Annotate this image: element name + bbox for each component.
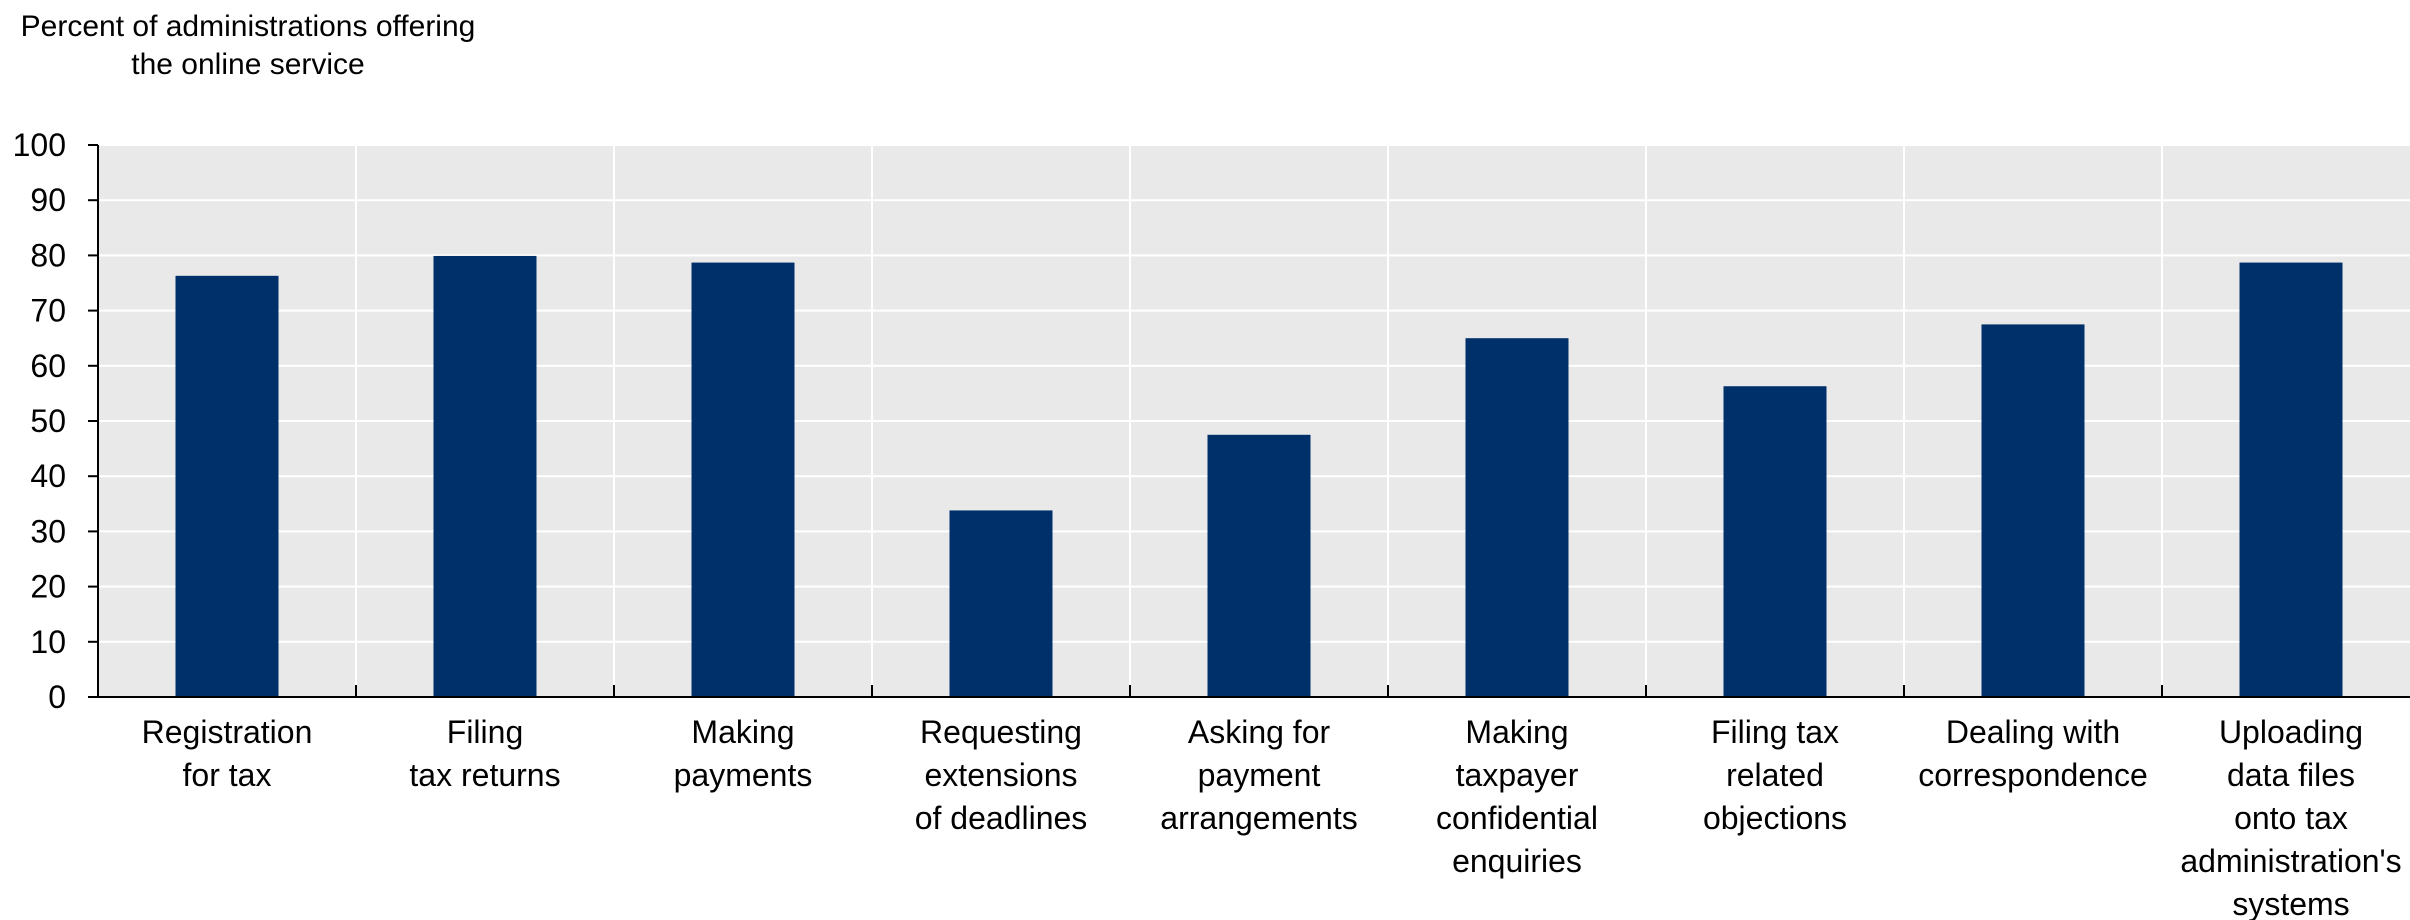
x-category-label-line: tax returns xyxy=(409,757,560,793)
x-category-label-line: onto tax xyxy=(2234,800,2348,836)
y-tick-label: 0 xyxy=(48,679,66,715)
x-category-label-line: objections xyxy=(1703,800,1847,836)
x-category-label: Asking for payment arrangements xyxy=(1160,714,1357,836)
bar xyxy=(949,510,1053,697)
bars xyxy=(175,255,2343,697)
x-category-label: Making taxpayer confidential enquiries xyxy=(1436,714,1598,879)
bar xyxy=(1207,434,1311,697)
y-axis-title-line-1: Percent of administrations offering xyxy=(21,10,476,43)
x-category-labels: Registration for tax Filing tax returns Maki… xyxy=(142,714,2402,920)
x-category-label-line: Dealing with xyxy=(1946,714,2120,750)
x-category-label: Filing tax returns xyxy=(409,714,560,793)
x-category-label-line: related xyxy=(1726,757,1824,793)
x-category-label-line: extensions xyxy=(925,757,1078,793)
x-category-label: Requesting extensions of deadlines xyxy=(915,714,1088,836)
x-category-label-line: for tax xyxy=(183,757,272,793)
y-tick-label: 20 xyxy=(30,569,66,605)
x-category-label-line: arrangements xyxy=(1160,800,1357,836)
y-tick-label: 50 xyxy=(30,403,66,439)
x-category-label-line: systems xyxy=(2232,886,2349,920)
x-category-label-line: Requesting xyxy=(920,714,1082,750)
bar xyxy=(2239,262,2343,697)
x-category-label-line: taxpayer xyxy=(1456,757,1579,793)
x-category-label-line: payments xyxy=(674,757,813,793)
y-axis-title-line-2: the online service xyxy=(131,48,364,81)
x-category-label-line: correspondence xyxy=(1918,757,2147,793)
x-category-label-line: Registration xyxy=(142,714,313,750)
x-category-label: Making payments xyxy=(674,714,813,793)
axes xyxy=(88,144,2410,698)
x-category-label-line: Asking for xyxy=(1188,714,1331,750)
bar xyxy=(1723,386,1827,697)
x-category-label-line: Making xyxy=(691,714,794,750)
x-category-label-line: enquiries xyxy=(1452,843,1582,879)
x-category-label: Registration for tax xyxy=(142,714,313,793)
bar xyxy=(691,262,795,697)
x-category-label: Filing tax related objections xyxy=(1703,714,1847,836)
x-category-label-line: Making xyxy=(1465,714,1568,750)
x-category-label: Uploading data files onto tax administratio… xyxy=(2180,714,2401,920)
bar xyxy=(175,275,279,697)
y-tick-label: 90 xyxy=(30,182,66,218)
x-category-label-line: of deadlines xyxy=(915,800,1088,836)
x-category-label-line: data files xyxy=(2227,757,2355,793)
y-tick-label: 70 xyxy=(30,293,66,329)
y-tick-label: 60 xyxy=(30,348,66,384)
x-category-label-line: confidential xyxy=(1436,800,1598,836)
x-category-label-line: Filing tax xyxy=(1711,714,1839,750)
x-category-label: Dealing with correspondence xyxy=(1918,714,2147,793)
y-tick-label: 10 xyxy=(30,624,66,660)
y-tick-label: 40 xyxy=(30,458,66,494)
bar xyxy=(1981,324,2085,697)
y-tick-labels: 0 10 20 30 40 50 60 70 80 90 100 xyxy=(13,127,66,715)
y-tick-label: 100 xyxy=(13,127,66,163)
y-axis-title: Percent of administrations offering the … xyxy=(21,10,476,81)
bar xyxy=(1465,338,1569,697)
x-category-label-line: Uploading xyxy=(2219,714,2363,750)
x-category-label-line: payment xyxy=(1198,757,1321,793)
x-category-label-line: administration's xyxy=(2180,843,2401,879)
y-tick-label: 30 xyxy=(30,513,66,549)
bar xyxy=(433,255,537,697)
x-category-label-line: Filing xyxy=(447,714,523,750)
y-tick-label: 80 xyxy=(30,237,66,273)
